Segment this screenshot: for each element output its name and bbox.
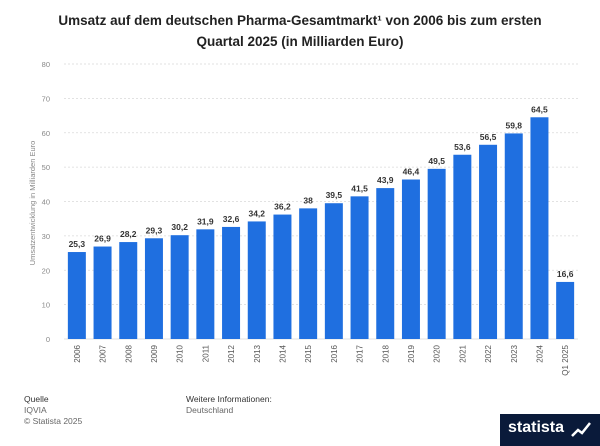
bar[interactable]	[93, 246, 112, 339]
x-tick-label: 2015	[304, 344, 313, 362]
value-label: 38	[303, 195, 313, 205]
bar[interactable]	[196, 229, 215, 339]
y-tick-label: 0	[46, 335, 50, 344]
x-tick-label: 2010	[176, 344, 185, 362]
bar-chart: 0 10 20 30 40 50 60 70 80 25,3 26,9 28,2 29,3 30,2 31…	[28, 60, 578, 376]
x-tick-label: 2007	[99, 344, 108, 362]
bar[interactable]	[67, 252, 86, 339]
info-value: Deutschland	[186, 405, 234, 415]
value-label: 64,5	[531, 104, 548, 114]
value-label: 28,2	[120, 229, 137, 239]
bar[interactable]	[530, 117, 549, 339]
value-label: 49,5	[428, 156, 445, 166]
x-tick-label: 2009	[150, 344, 159, 362]
x-tick-label: 2017	[356, 344, 365, 362]
value-label: 41,5	[351, 183, 368, 193]
value-label: 16,6	[557, 269, 574, 279]
bars	[67, 117, 575, 340]
footer-info[interactable]: Weitere Informationen: Deutschland	[186, 394, 272, 416]
info-label: Weitere Informationen:	[186, 394, 272, 404]
bar[interactable]	[401, 179, 420, 340]
y-tick-label: 10	[42, 301, 50, 310]
x-tick-label: 2019	[407, 344, 416, 362]
y-tick-label: 50	[42, 163, 50, 172]
value-label: 46,4	[403, 167, 420, 177]
value-label: 31,9	[197, 216, 214, 226]
value-label: 56,5	[480, 132, 497, 142]
x-tick-label: 2012	[227, 344, 236, 362]
bar[interactable]	[350, 196, 369, 339]
x-tick-label: 2023	[510, 344, 519, 362]
value-label: 59,8	[505, 120, 522, 130]
value-label: 29,3	[146, 225, 163, 235]
x-tick-label: 2024	[535, 344, 544, 362]
statista-logo-icon	[571, 422, 591, 437]
source-label: Quelle	[24, 394, 49, 404]
statista-logo-text: statista	[508, 419, 565, 436]
x-tick-label: Q1 2025	[561, 344, 570, 375]
bar[interactable]	[247, 221, 266, 339]
chart-title: Umsatz auf dem deutschen Pharma-Gesamtma…	[20, 10, 580, 52]
y-tick-label: 40	[42, 198, 50, 207]
x-tick-label: 2022	[484, 344, 493, 362]
bar[interactable]	[119, 242, 138, 339]
value-label: 34,2	[248, 208, 265, 218]
x-tick-label: 2006	[73, 344, 82, 362]
bar[interactable]	[273, 214, 292, 339]
value-label: 26,9	[94, 234, 111, 244]
value-label: 43,9	[377, 175, 394, 185]
y-axis-label: Umsatzentwicklung in Milliarden Euro	[28, 141, 37, 266]
x-tick-label: 2011	[201, 344, 210, 362]
y-axis-ticks: 0 10 20 30 40 50 60 70 80	[42, 60, 50, 344]
bar[interactable]	[222, 226, 241, 339]
chart-title-line-1: Umsatz auf dem deutschen Pharma-Gesamtma…	[58, 13, 542, 28]
y-tick-label: 60	[42, 129, 50, 138]
source-value: IQVIA	[24, 405, 47, 415]
x-tick-label: 2018	[381, 344, 390, 362]
x-axis-ticks: 2006 2007 2008 2009 2010 2011 2012 2013 2014 2015…	[73, 344, 570, 375]
x-tick-label: 2013	[253, 344, 262, 362]
x-tick-label: 2016	[330, 344, 339, 362]
bar[interactable]	[170, 235, 189, 339]
bar[interactable]	[427, 168, 446, 339]
bar[interactable]	[453, 154, 472, 339]
bar[interactable]	[299, 208, 318, 339]
x-tick-label: 2008	[124, 344, 133, 362]
bar[interactable]	[556, 281, 575, 339]
value-label: 25,3	[69, 239, 86, 249]
value-label: 53,6	[454, 142, 471, 152]
y-tick-label: 30	[42, 232, 50, 241]
grid-lines	[64, 63, 578, 340]
bar[interactable]	[376, 188, 395, 339]
value-label: 36,2	[274, 202, 291, 212]
x-tick-label: 2021	[458, 344, 467, 362]
value-labels: 25,3 26,9 28,2 29,3 30,2 31,9 32,6 34,2 36,2 38 39…	[69, 104, 574, 279]
footer-source: Quelle IQVIA © Statista 2025	[24, 394, 82, 427]
y-tick-label: 80	[42, 60, 50, 69]
x-tick-label: 2020	[433, 344, 442, 362]
chart-title-line-2: Quartal 2025 (in Milliarden Euro)	[196, 34, 404, 49]
bar[interactable]	[144, 238, 163, 339]
bar[interactable]	[324, 203, 343, 339]
value-label: 32,6	[223, 214, 240, 224]
x-tick-label: 2014	[278, 344, 287, 362]
bar[interactable]	[479, 144, 498, 339]
value-label: 30,2	[171, 222, 188, 232]
bar[interactable]	[504, 133, 523, 339]
value-label: 39,5	[326, 190, 343, 200]
copyright: © Statista 2025	[24, 416, 83, 426]
y-tick-label: 70	[42, 94, 50, 103]
y-tick-label: 20	[42, 266, 50, 275]
